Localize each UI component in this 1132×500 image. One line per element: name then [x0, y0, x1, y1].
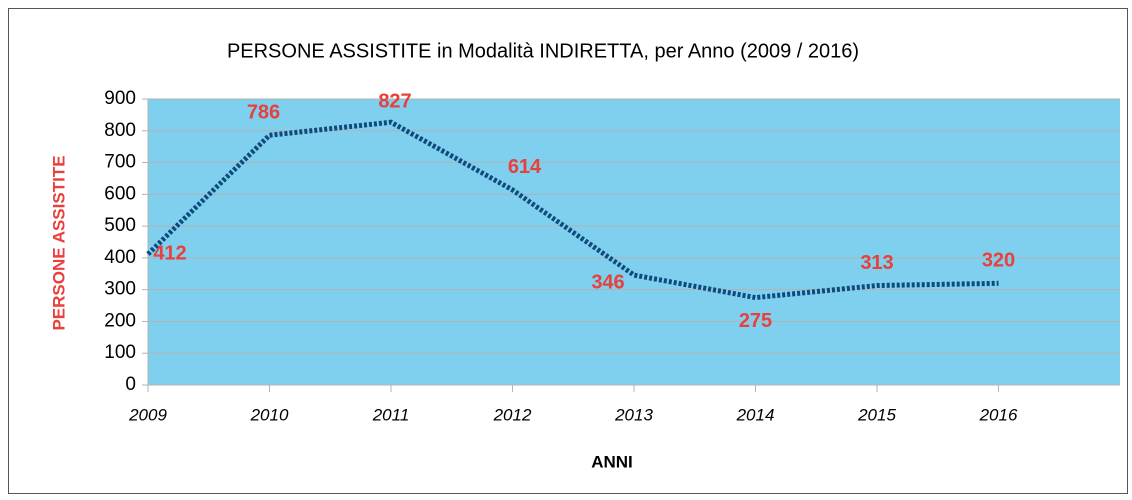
y-axis-label: PERSONE ASSISTITE [49, 155, 68, 330]
x-tick-label: 2011 [372, 405, 410, 424]
data-label: 786 [247, 102, 280, 124]
x-tick-label: 2014 [736, 405, 775, 424]
y-tick-label: 100 [104, 342, 136, 363]
y-tick-label: 900 [104, 88, 136, 109]
data-label: 614 [508, 156, 542, 178]
data-line [146, 119, 999, 301]
y-tick-label: 200 [104, 310, 136, 331]
x-tick-label: 2016 [979, 405, 1018, 424]
x-tick-label: 2013 [614, 405, 653, 424]
x-tick-label: 2015 [857, 405, 896, 424]
x-tick-label: 2010 [250, 405, 289, 424]
plot-area [148, 99, 1120, 385]
x-tick-label: 2009 [128, 405, 167, 424]
y-tick-label: 700 [104, 152, 136, 173]
data-label: 346 [591, 271, 624, 293]
data-label: 827 [378, 90, 411, 112]
y-tick-label: 0 [125, 374, 136, 395]
data-label: 275 [739, 310, 772, 332]
data-label: 320 [982, 250, 1015, 272]
data-label: 313 [860, 252, 893, 274]
y-tick-label: 500 [104, 215, 136, 236]
y-tick-label: 300 [104, 279, 136, 300]
y-tick-label: 600 [104, 183, 136, 204]
x-axis-label: ANNI [591, 452, 633, 471]
chart-title: PERSONE ASSISTITE in Modalità INDIRETTA,… [227, 40, 859, 62]
y-tick-label: 400 [104, 247, 136, 268]
y-tick-label: 800 [104, 120, 136, 141]
data-label: 412 [153, 242, 186, 264]
x-tick-label: 2012 [493, 405, 532, 424]
